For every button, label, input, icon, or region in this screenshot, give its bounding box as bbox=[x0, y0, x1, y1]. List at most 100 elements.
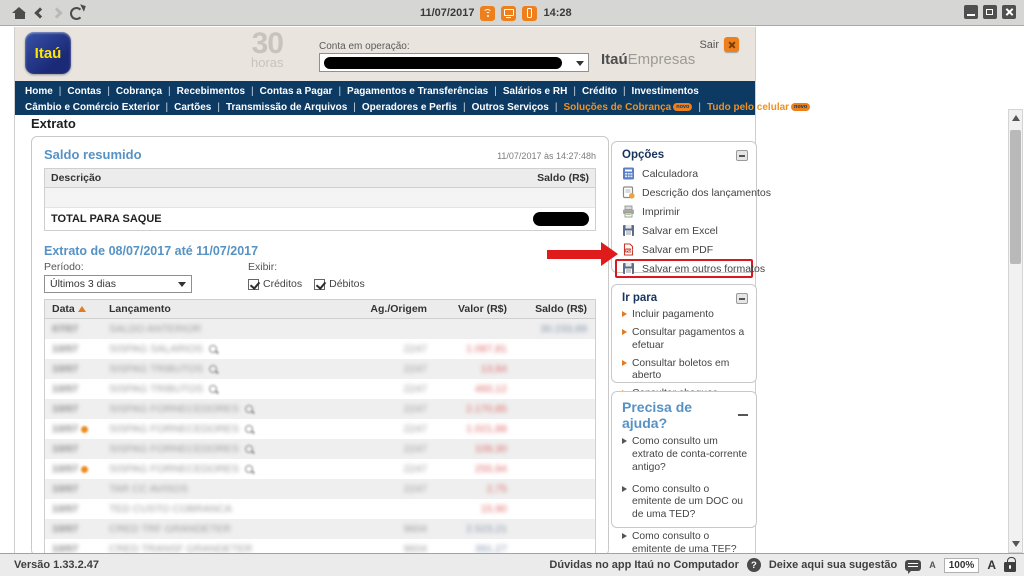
magnifier-icon[interactable] bbox=[244, 404, 254, 414]
nav-item-salarios-rh[interactable]: Salários e RH bbox=[503, 86, 582, 97]
nav-item-tudo-pelo-celular[interactable]: Tudo pelo celular novo bbox=[707, 102, 811, 113]
browser-viewport: Itaú 30 horas Conta em operação: ItaúEmp… bbox=[0, 27, 1024, 553]
itau-logo: Itaú bbox=[25, 32, 71, 74]
font-decrease-button[interactable]: A bbox=[929, 560, 936, 570]
magnifier-icon[interactable] bbox=[244, 444, 254, 454]
collapse-icon[interactable] bbox=[738, 414, 748, 416]
table-row[interactable]: 10/07 CRED TRF GRANDETER 9604 2.523,21 bbox=[45, 519, 595, 539]
table-row[interactable]: 10/07 SISPAG FORNECEDORES 2247 2.170,85 bbox=[45, 399, 595, 419]
creditos-checkbox[interactable]: Créditos bbox=[248, 278, 302, 290]
nav-item-contas[interactable]: Contas bbox=[67, 86, 116, 97]
table-row[interactable]: 07/07 SALDO ANTERIOR 30.233,89 bbox=[45, 319, 595, 339]
suggestion-bubble-icon[interactable] bbox=[905, 559, 922, 574]
table-row[interactable]: 10/07 SISPAG TRIBUTOS 2247 13,84 bbox=[45, 359, 595, 379]
table-row[interactable]: 10/07 CRED TRANSF GRANDETER 9604 391,27 bbox=[52, 543, 507, 553]
col-header-origem[interactable]: Ag./Origem bbox=[370, 303, 427, 315]
save-excel-icon bbox=[623, 225, 634, 236]
nav-item-pagamentos-transferencias[interactable]: Pagamentos e Transferências bbox=[347, 86, 503, 97]
minimize-box-icon[interactable] bbox=[736, 292, 748, 304]
help-text: Dúvidas no app Itaú no Computador bbox=[549, 559, 739, 571]
table-row[interactable]: 10/07 SISPAG FORNECEDORES 2247 109,30 bbox=[45, 439, 595, 459]
transactions-table: Data Lançamento Ag./Origem Valor (R$) Sa… bbox=[44, 299, 596, 553]
account-select[interactable] bbox=[319, 53, 589, 72]
nav-item-operadores[interactable]: Operadores e Perfis bbox=[362, 102, 472, 113]
col-header-data[interactable]: Data bbox=[52, 303, 75, 315]
bank-header: Itaú 30 horas Conta em operação: ItaúEmp… bbox=[15, 27, 755, 81]
help-link-doc-ted[interactable]: Como consulto o emitente de um DOC ou de… bbox=[622, 484, 748, 523]
minimize-window-button[interactable] bbox=[964, 5, 978, 19]
nav-item-home[interactable]: Home bbox=[25, 86, 67, 97]
magnifier-icon[interactable] bbox=[208, 384, 218, 394]
magnifier-icon[interactable] bbox=[244, 464, 254, 474]
option-descricao-lancamentos[interactable]: Descrição dos lançamentos bbox=[612, 183, 771, 202]
checkbox-checked-icon[interactable] bbox=[314, 278, 326, 290]
link-incluir-pagamento[interactable]: Incluir pagamento bbox=[622, 309, 748, 322]
forward-icon[interactable] bbox=[51, 7, 63, 19]
ajuda-title: Precisa de ajuda? bbox=[622, 399, 693, 431]
scroll-up-icon[interactable] bbox=[1012, 115, 1020, 121]
nav-item-solucoes-cobranca[interactable]: Soluções de Cobrança novo bbox=[563, 102, 707, 113]
checkbox-checked-icon[interactable] bbox=[248, 278, 259, 290]
opcoes-title: Opções bbox=[622, 149, 665, 161]
close-window-button[interactable] bbox=[1002, 5, 1016, 19]
link-consultar-boletos[interactable]: Consultar boletos em aberto bbox=[622, 358, 748, 384]
link-consultar-pagamentos[interactable]: Consultar pagamentos a efetuar bbox=[622, 327, 748, 353]
help-link-tef[interactable]: Como consulto o emitente de uma TEF? bbox=[622, 531, 748, 553]
magnifier-icon[interactable] bbox=[208, 344, 218, 354]
table-row[interactable]: 10/07 SISPAG FORNECEDORES 2247 255,94 bbox=[52, 463, 507, 475]
col-header-valor[interactable]: Valor (R$) bbox=[457, 303, 507, 315]
help-link-extrato-antigo[interactable]: Como consulto um extrato de conta-corren… bbox=[622, 436, 748, 475]
option-salvar-pdf[interactable]: PDF Salvar em PDF bbox=[612, 240, 756, 259]
page-title: Extrato bbox=[31, 116, 76, 131]
option-salvar-excel[interactable]: Salvar em Excel bbox=[612, 221, 756, 240]
zoom-level[interactable]: 100% bbox=[943, 557, 980, 573]
table-row[interactable]: 10/07 SISPAG FORNECEDORES 2247 1.021,88 bbox=[52, 423, 507, 435]
scrollbar[interactable] bbox=[1008, 109, 1023, 553]
option-imprimir[interactable]: Imprimir bbox=[612, 202, 756, 221]
total-saque-label: TOTAL PARA SAQUE bbox=[51, 213, 162, 225]
table-row[interactable]: 10/07 SISPAG TRIBUTOS 2247 460,12 bbox=[52, 383, 507, 395]
logout-x-icon[interactable] bbox=[724, 37, 739, 52]
col-header-lancamento[interactable]: Lançamento bbox=[109, 303, 171, 315]
magnifier-icon[interactable] bbox=[244, 424, 254, 434]
nav-item-recebimentos[interactable]: Recebimentos bbox=[177, 86, 260, 97]
debitos-checkbox[interactable]: Débitos bbox=[314, 278, 365, 290]
back-icon[interactable] bbox=[34, 7, 46, 19]
restore-window-button[interactable] bbox=[983, 5, 997, 19]
nav-item-outros-servicos[interactable]: Outros Serviços bbox=[472, 102, 564, 113]
nav-item-transmissao[interactable]: Transmissão de Arquivos bbox=[226, 102, 362, 113]
arrow-bullet-icon bbox=[622, 328, 627, 335]
logout-label: Sair bbox=[699, 38, 719, 51]
brand-itau-empresas: ItaúEmpresas bbox=[601, 51, 696, 68]
help-icon[interactable]: ? bbox=[746, 558, 761, 572]
nav-item-contas-a-pagar[interactable]: Contas a Pagar bbox=[260, 86, 347, 97]
refresh-icon[interactable] bbox=[70, 6, 83, 20]
col-header-saldo[interactable]: Saldo (R$) bbox=[535, 303, 587, 315]
app-footer: Versão 1.33.2.47 Dúvidas no app Itaú no … bbox=[0, 553, 1024, 576]
minimize-box-icon[interactable] bbox=[736, 149, 748, 161]
logout-button[interactable]: Sair bbox=[699, 37, 739, 52]
periodo-select[interactable]: Últimos 3 dias bbox=[44, 275, 192, 293]
nav-item-cobranca[interactable]: Cobrança bbox=[116, 86, 177, 97]
table-row[interactable]: 10/07 TAR CC AVISOS 2247 2,75 bbox=[45, 479, 595, 499]
home-icon[interactable] bbox=[12, 7, 27, 19]
sort-asc-icon bbox=[77, 306, 86, 312]
nav-item-cartoes[interactable]: Cartões bbox=[174, 102, 226, 113]
nav-item-credito[interactable]: Crédito bbox=[582, 86, 632, 97]
scroll-down-icon[interactable] bbox=[1012, 541, 1020, 547]
nav-item-investimentos[interactable]: Investimentos bbox=[631, 85, 699, 97]
table-row[interactable]: 10/07 TED CUSTO COBRANCA 15,90 bbox=[52, 503, 507, 515]
table-row[interactable]: 10/07 SISPAG SALARIOS 2247 1.087,81 bbox=[52, 343, 507, 355]
ir-para-title: Ir para bbox=[622, 292, 658, 304]
scrollbar-thumb[interactable] bbox=[1010, 130, 1021, 264]
option-calculadora[interactable]: Calculadora bbox=[612, 164, 756, 183]
browser-chrome: 11/07/2017 14:28 bbox=[0, 0, 1024, 26]
option-salvar-outros-formatos[interactable]: Salvar em outros formatos bbox=[615, 259, 765, 278]
redacted-total-value bbox=[533, 212, 589, 226]
saldo-resumido-heading: Saldo resumido bbox=[44, 147, 142, 162]
font-increase-button[interactable]: A bbox=[987, 558, 996, 572]
nav-item-cambio[interactable]: Câmbio e Comércio Exterior bbox=[25, 102, 174, 113]
saldo-timestamp: 11/07/2017 às 14:27:48h bbox=[497, 151, 596, 161]
magnifier-icon[interactable] bbox=[208, 364, 218, 374]
